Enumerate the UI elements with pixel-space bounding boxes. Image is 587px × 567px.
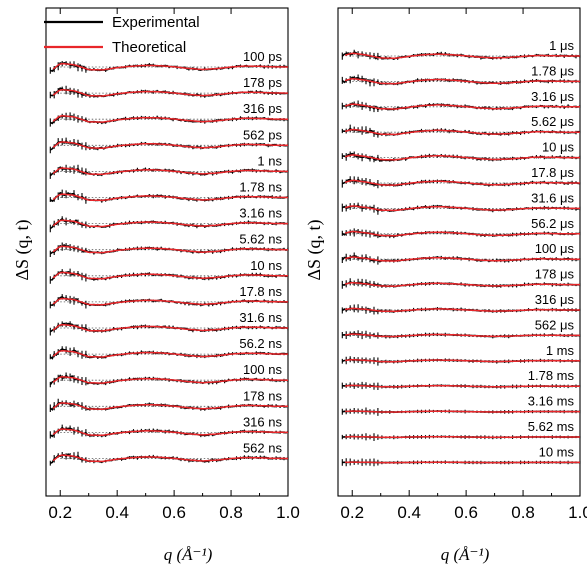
right-theoretical-trace-6: [344, 205, 580, 212]
left-time-label-11: 56.2 ns: [239, 336, 282, 351]
right-theoretical-trace-5: [344, 179, 580, 186]
left-theoretical-trace-3: [52, 141, 288, 149]
right-theoretical-trace-0: [344, 52, 580, 60]
right-time-label-15: 5.62 ms: [528, 419, 575, 434]
right-time-label-3: 5.62 μs: [531, 114, 574, 129]
left-theoretical-trace-0: [52, 62, 288, 71]
right-theoretical-trace-8: [344, 256, 580, 262]
right-plot-frame: [337, 7, 581, 497]
left-time-label-12: 100 ns: [243, 362, 283, 377]
right-x-tick-label-2: 0.6: [454, 503, 478, 522]
right-time-label-13: 1.78 ms: [528, 368, 575, 383]
right-theoretical-trace-13: [345, 384, 580, 388]
right-theoretical-trace-3: [344, 128, 580, 136]
left-time-label-8: 10 ns: [250, 258, 282, 273]
left-time-label-1: 178 ps: [243, 75, 283, 90]
left-theoretical-trace-2: [52, 115, 288, 123]
left-time-label-10: 31.6 ns: [239, 310, 282, 325]
right-theoretical-trace-7: [344, 230, 580, 237]
right-x-axis-title: q (Å⁻¹): [441, 545, 490, 564]
right-time-label-11: 562 μs: [535, 317, 575, 332]
right-theoretical-trace-12: [345, 358, 580, 363]
right-x-tick-label-0: 0.2: [340, 503, 364, 522]
right-time-label-12: 1 ms: [546, 343, 575, 358]
left-time-label-4: 1 ns: [257, 153, 282, 168]
right-x-tick-label-1: 0.4: [397, 503, 421, 522]
left-theoretical-trace-13: [52, 402, 288, 410]
left-theoretical-trace-15: [52, 454, 288, 463]
right-time-label-1: 1.78 μs: [531, 63, 574, 78]
legend-theoretical-label: Theoretical: [112, 39, 186, 56]
left-time-label-13: 178 ns: [243, 388, 283, 403]
left-panel: 0.2 0.4 0.6 0.8 1.0 100 ps 178 ps 316 ps 562 ps 1…: [45, 7, 300, 522]
left-theoretical-trace-8: [52, 271, 288, 280]
left-theoretical-trace-7: [52, 245, 288, 254]
right-theoretical-trace-2: [344, 103, 580, 110]
right-time-label-0: 1 μs: [549, 38, 574, 53]
left-theoretical-trace-10: [52, 323, 288, 332]
left-plot-frame: [45, 7, 289, 497]
left-time-label-2: 316 ps: [243, 101, 283, 116]
left-x-tick-label-2: 0.6: [162, 503, 186, 522]
right-time-label-2: 3.16 μs: [531, 89, 574, 104]
left-theoretical-trace-12: [52, 376, 288, 384]
left-time-label-3: 562 ps: [243, 127, 283, 142]
right-time-label-9: 178 μs: [535, 267, 575, 282]
left-x-tick-label-0: 0.2: [48, 503, 72, 522]
left-theoretical-trace-11: [52, 349, 288, 358]
right-time-label-16: 10 ms: [539, 444, 575, 459]
left-theoretical-trace-14: [52, 428, 288, 437]
left-x-axis-title: q (Å⁻¹): [164, 545, 213, 564]
right-time-label-4: 10 μs: [542, 140, 575, 155]
left-time-label-7: 5.62 ns: [239, 232, 282, 247]
left-time-label-5: 1.78 ns: [239, 180, 282, 195]
right-theoretical-trace-16: [345, 461, 580, 464]
right-theoretical-trace-10: [344, 307, 580, 313]
left-time-label-15: 562 ns: [243, 441, 283, 456]
right-time-label-7: 56.2 μs: [531, 216, 574, 231]
legend-experimental-label: Experimental: [112, 14, 200, 31]
right-time-label-14: 3.16 ms: [528, 394, 575, 409]
right-theoretical-trace-15: [345, 435, 580, 439]
left-x-tick-label-4: 1.0: [276, 503, 300, 522]
left-time-label-0: 100 ps: [243, 49, 283, 64]
right-time-label-10: 316 μs: [535, 292, 575, 307]
left-time-label-6: 3.16 ns: [239, 206, 282, 221]
left-theoretical-trace-5: [52, 193, 288, 202]
right-x-tick-label-3: 0.8: [511, 503, 535, 522]
right-theoretical-trace-4: [344, 154, 580, 161]
left-theoretical-trace-6: [52, 219, 288, 228]
left-time-label-9: 17.8 ns: [239, 284, 282, 299]
left-y-axis-title: ΔS (q, t): [12, 219, 33, 280]
left-time-label-14: 316 ns: [243, 414, 283, 429]
legend: Experimental Theoretical: [44, 14, 200, 56]
right-time-label-8: 100 μs: [535, 241, 575, 256]
right-y-axis-title: ΔS (q, t): [304, 219, 325, 280]
right-theoretical-trace-9: [344, 281, 580, 287]
left-theoretical-trace-9: [52, 297, 288, 306]
right-theoretical-trace-11: [345, 333, 580, 338]
right-time-label-5: 17.8 μs: [531, 165, 574, 180]
right-time-label-6: 31.6 μs: [531, 190, 574, 205]
left-x-tick-label-3: 0.8: [219, 503, 243, 522]
left-x-tick-label-1: 0.4: [105, 503, 129, 522]
right-theoretical-trace-14: [345, 410, 580, 413]
right-theoretical-trace-1: [344, 77, 580, 85]
right-panel: 0.2 0.4 0.6 0.8 1.0 1 μs 1.78 μs 3.16 μs 5.62 μs…: [337, 7, 587, 522]
left-theoretical-trace-4: [52, 167, 288, 176]
right-x-tick-label-4: 1.0: [568, 503, 587, 522]
left-theoretical-trace-1: [52, 88, 288, 97]
